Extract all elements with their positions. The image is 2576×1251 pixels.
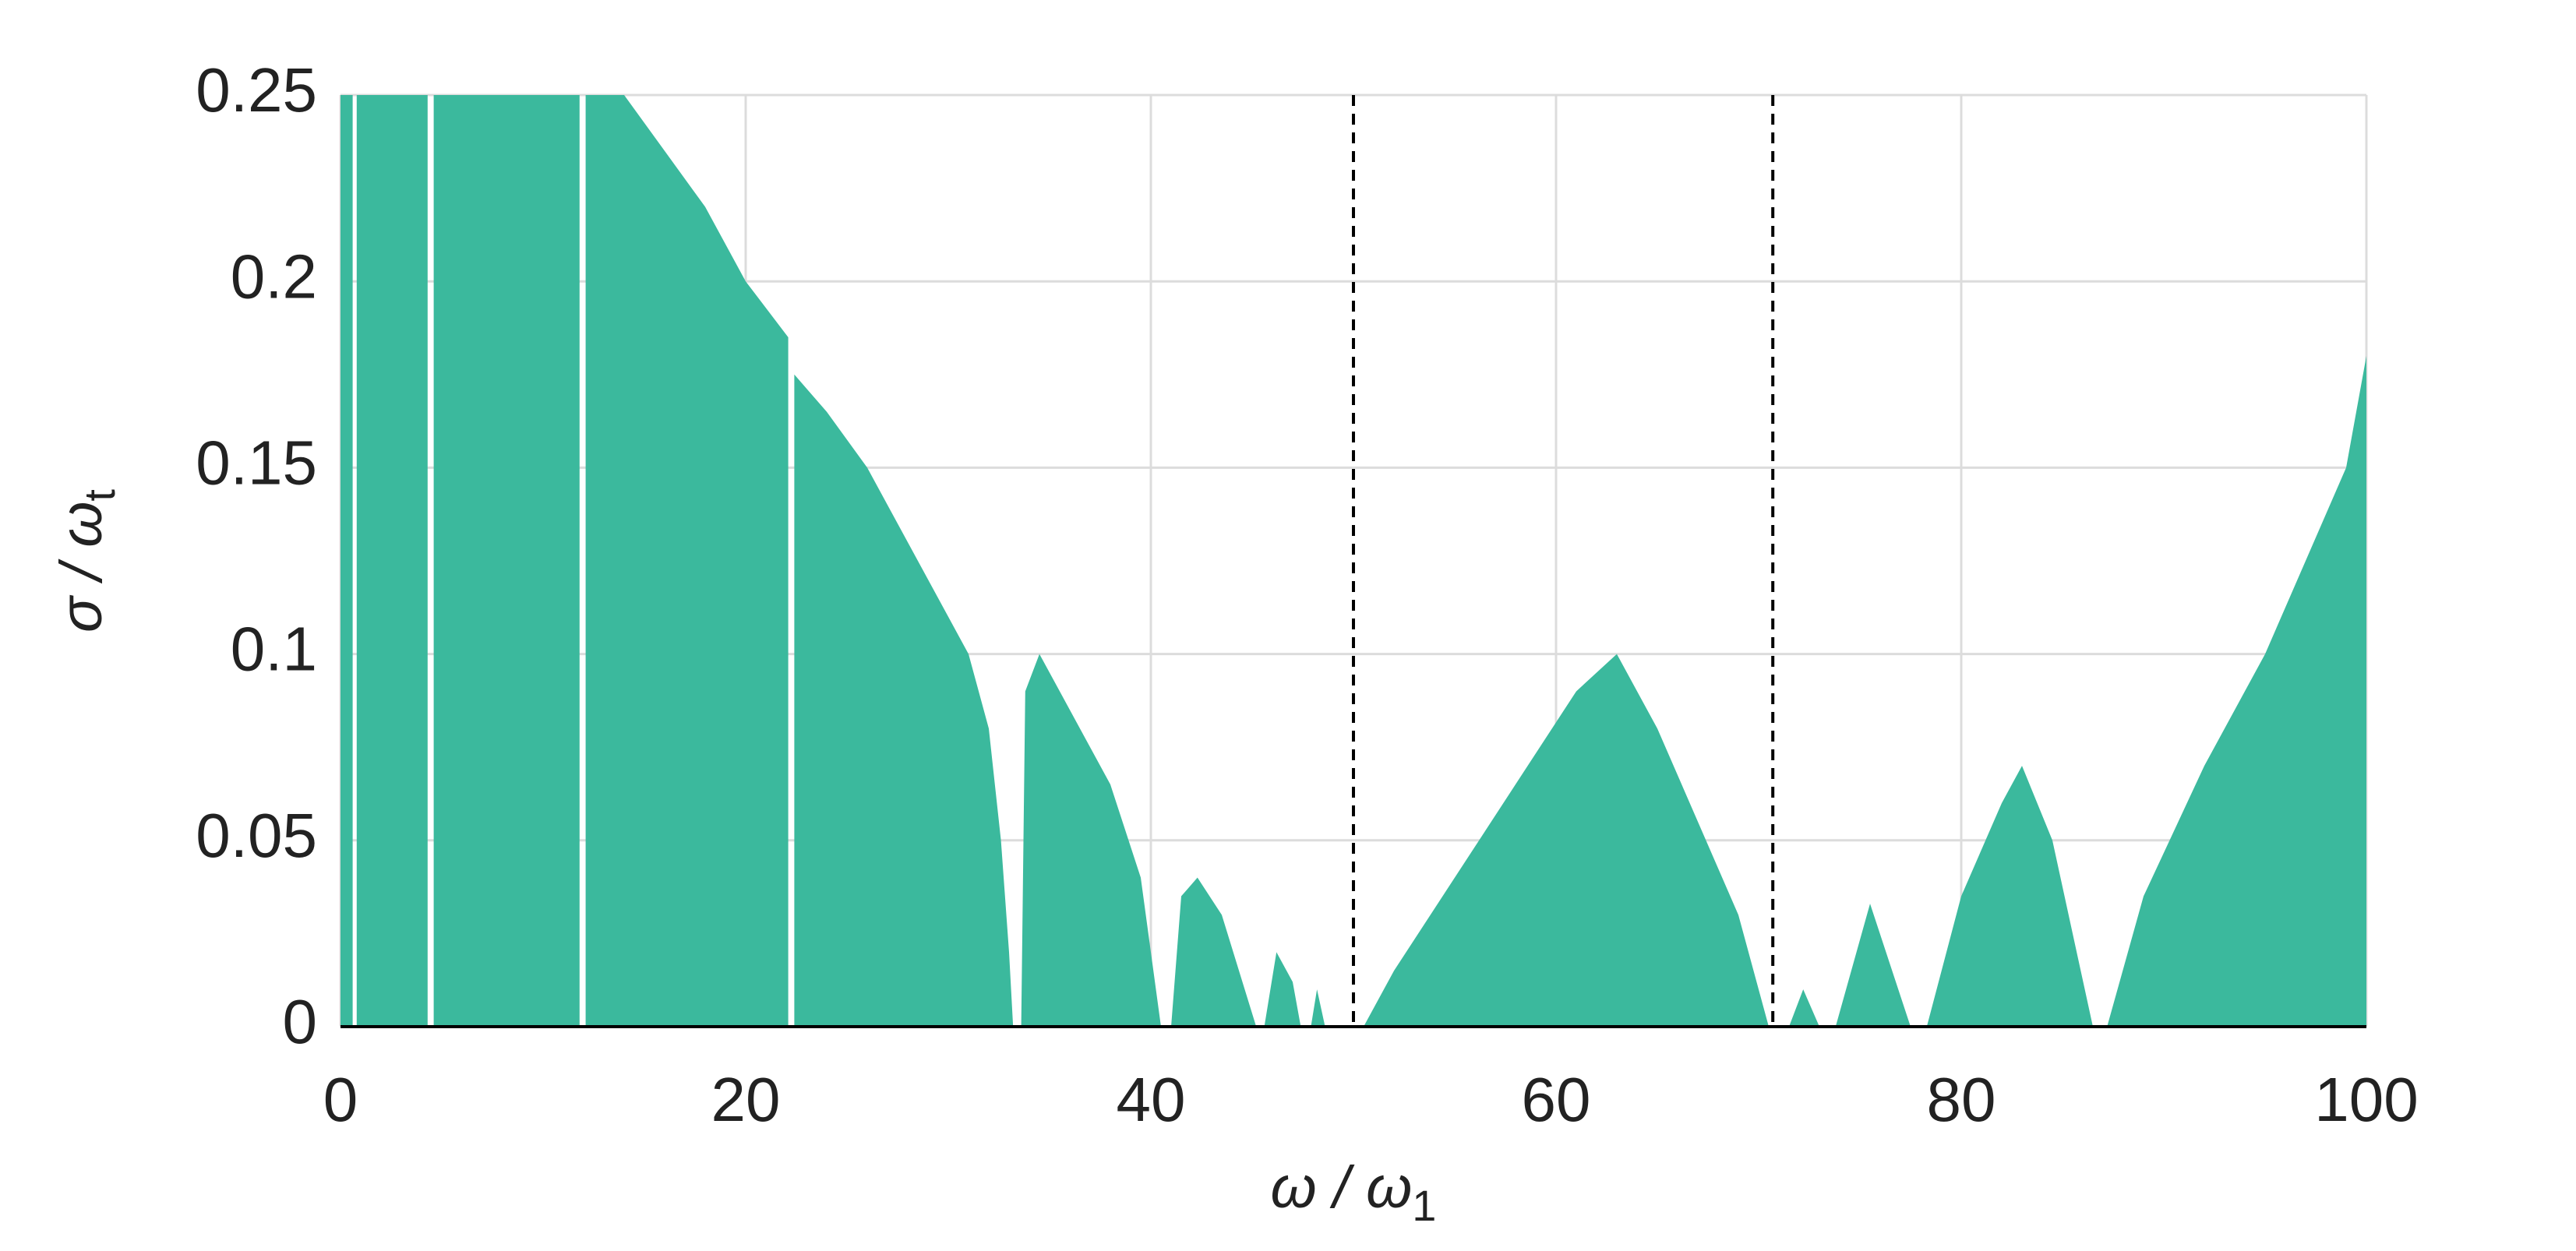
x-label-sub: 1 [1412,1181,1436,1230]
x-tick-label: 100 [2314,1065,2418,1134]
y-label-text: σ / ω [48,502,115,633]
area [585,95,789,1027]
area [794,355,2366,1027]
x-tick-label: 40 [1117,1065,1186,1134]
x-label-text: ω / ω [1271,1154,1413,1221]
y-tick-label: 0.05 [196,801,317,870]
x-axis-label: ω / ω1 [1271,1154,1437,1230]
y-tick-label: 0.2 [231,241,317,311]
area [433,95,580,1027]
area [341,95,353,1027]
y-label-sub: t [75,489,124,502]
y-axis-label: σ / ωt [48,489,124,633]
y-tick-label: 0.25 [196,55,317,125]
x-tick-label: 80 [1927,1065,1996,1134]
y-tick-label: 0.15 [196,428,317,498]
x-tick-label: 0 [323,1065,358,1134]
area [356,95,428,1027]
x-tick-label: 20 [711,1065,781,1134]
x-tick-label: 60 [1522,1065,1591,1134]
y-tick-label: 0 [283,987,318,1056]
y-tick-label: 0.1 [231,615,317,684]
